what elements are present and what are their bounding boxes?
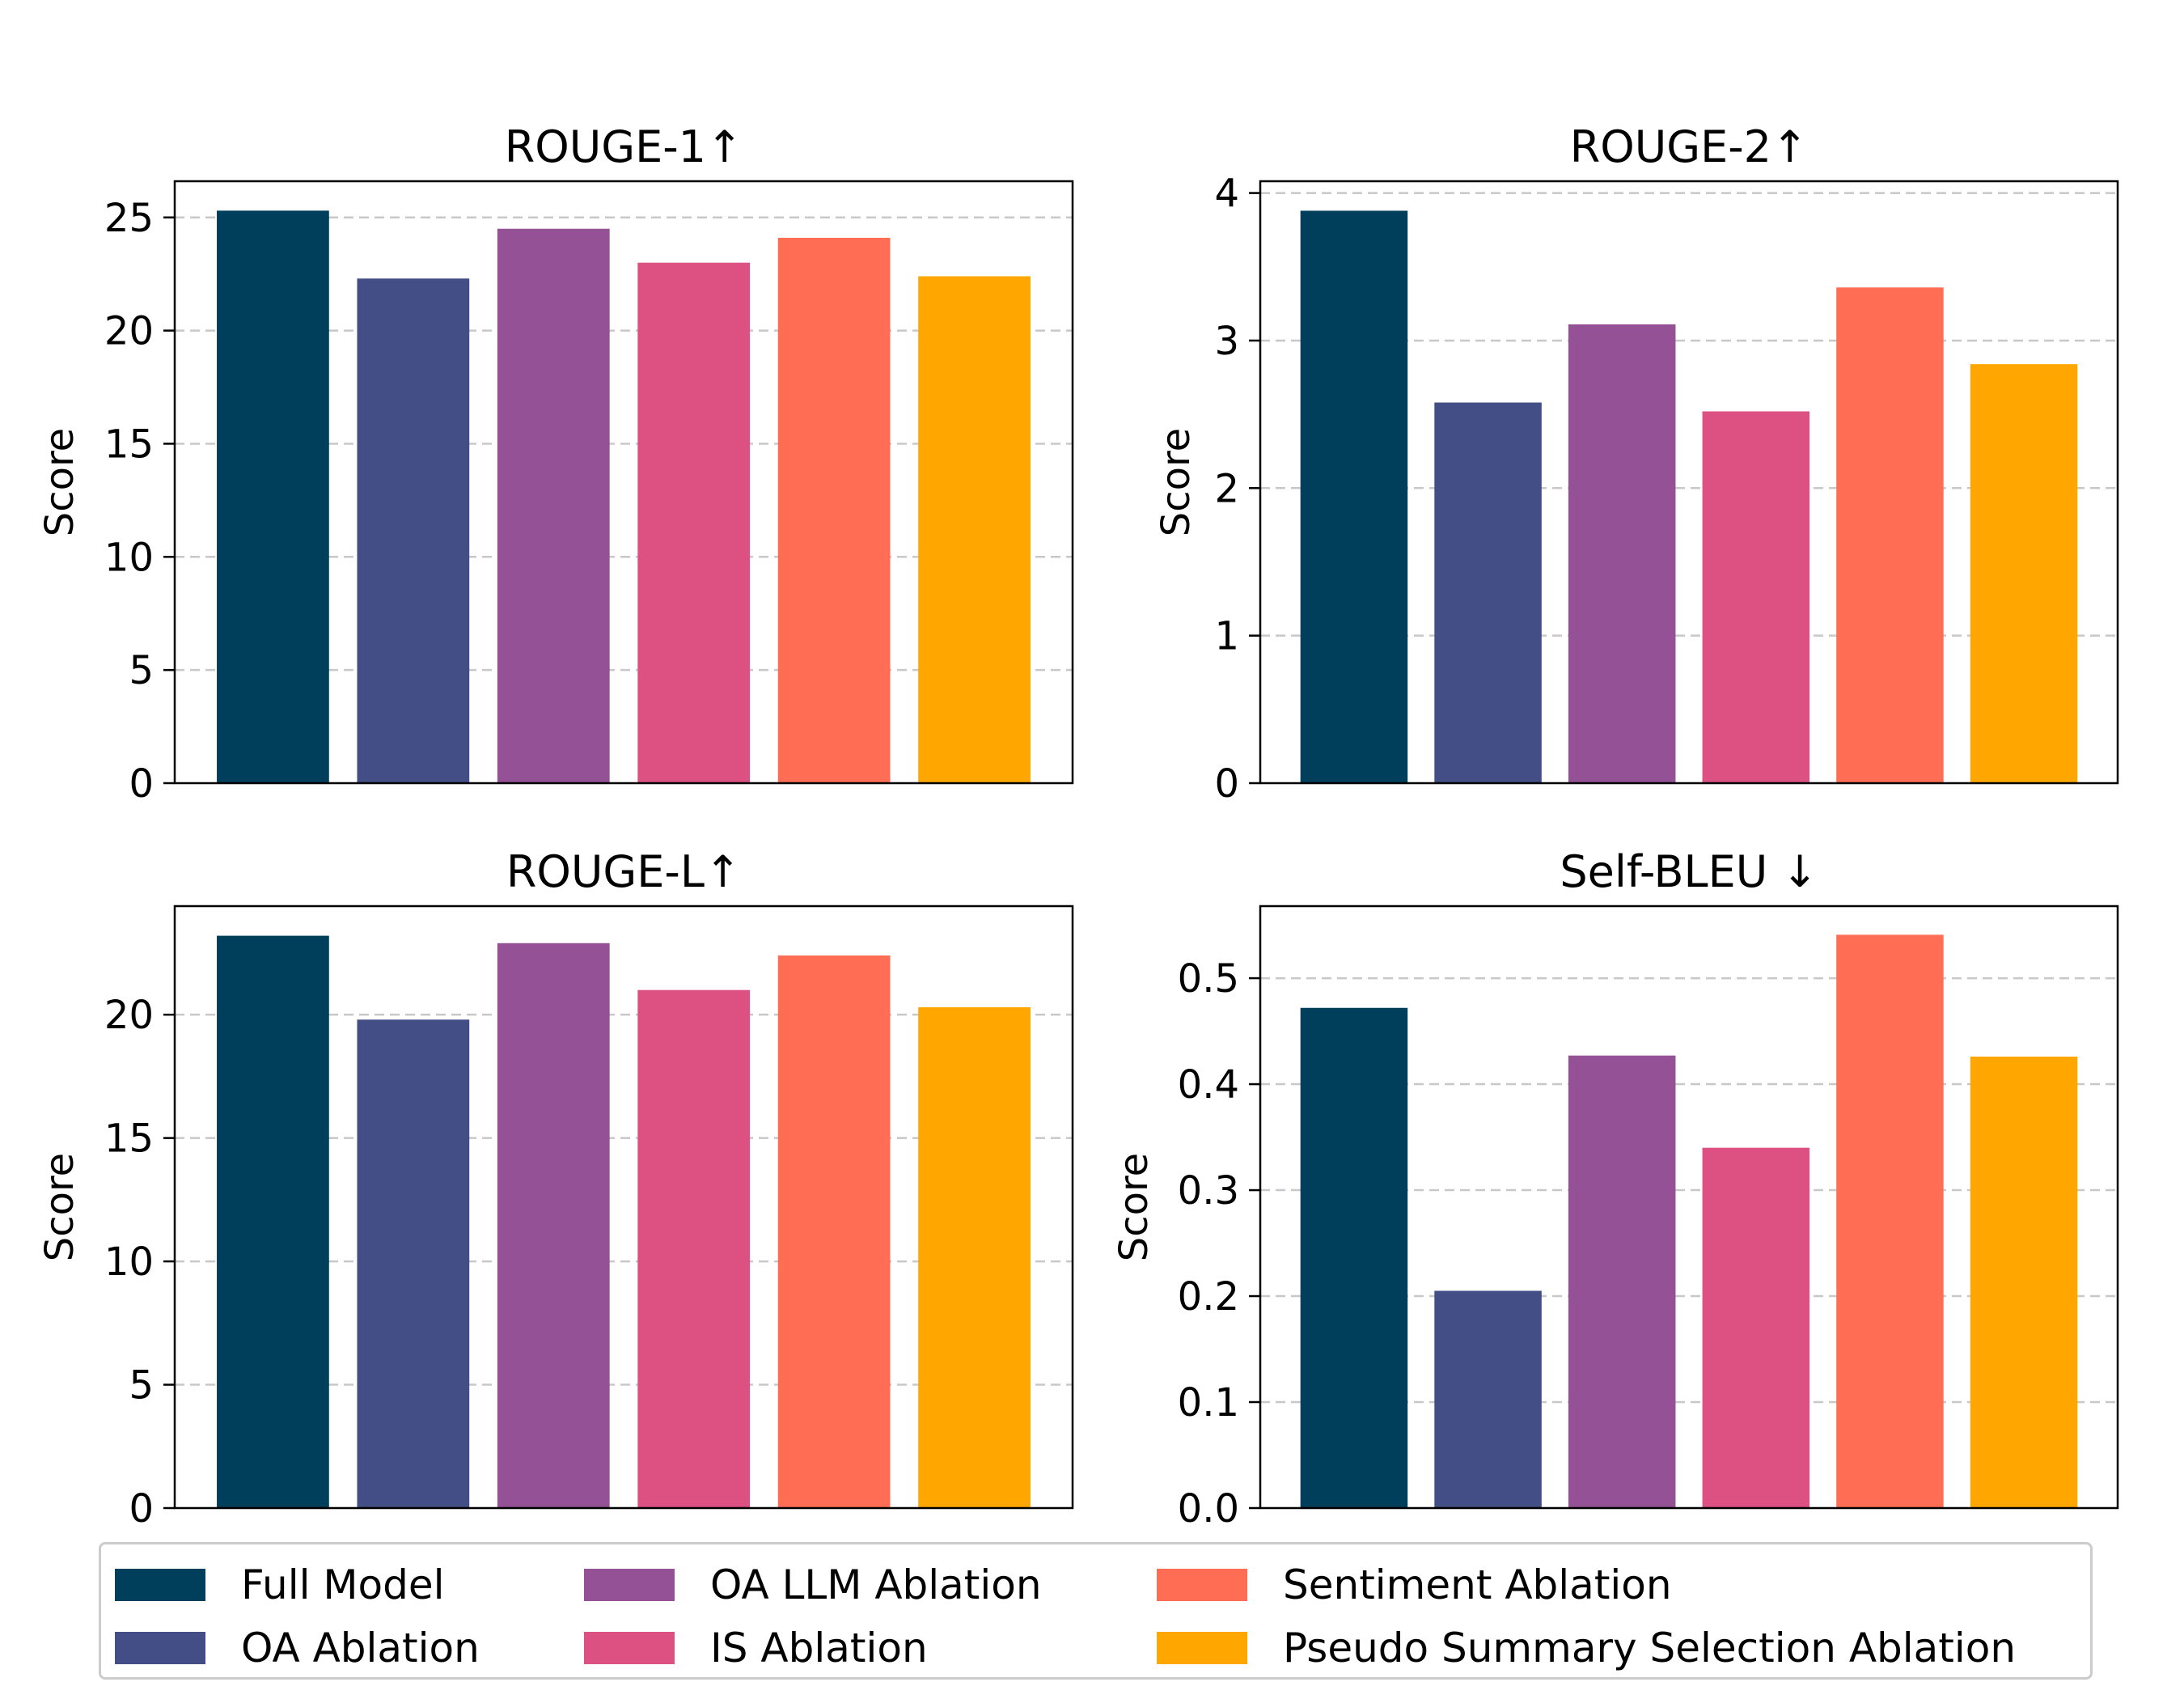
chart-panel-4: 0.0 0.1 0.2 0.3 0.4 0.5 Self-BLEU ↓ Score (1111, 846, 2119, 1532)
y-tick-label: 0.2 (1178, 1274, 1239, 1320)
legend-item-pseudo-summary-selection-ablation: Pseudo Summary Selection Ablation (1157, 1624, 2016, 1672)
plot-frame (1259, 905, 2119, 1510)
bar-sentiment-ablation (777, 237, 891, 783)
y-axis-label: Score (37, 428, 83, 536)
y-tick-label: 0.0 (1178, 1486, 1239, 1532)
y-tick-label: 0.5 (1178, 956, 1239, 1002)
bar-oa-ablation (1434, 1290, 1542, 1508)
legend-swatch (584, 1632, 675, 1664)
chart-panel-3: 0 5 10 15 20 ROUGE-L↑ Score (37, 846, 1074, 1532)
y-axis-label: Score (1111, 1153, 1157, 1261)
y-tick-label: 0.3 (1178, 1168, 1239, 1214)
chart-title: ROUGE-1↑ (505, 121, 743, 172)
bar-is-ablation (1702, 1147, 1810, 1508)
y-tick-label: 3 (1214, 319, 1239, 364)
bar-sentiment-ablation (777, 955, 891, 1508)
legend-item-sentiment-ablation: Sentiment Ablation (1157, 1561, 1672, 1609)
plot-frame (173, 905, 1074, 1510)
y-tick-label: 10 (104, 535, 154, 580)
legend-label: Pseudo Summary Selection Ablation (1283, 1625, 2017, 1671)
y-tick-label: 0 (129, 1486, 154, 1532)
legend-swatch (115, 1632, 205, 1664)
y-tick-label: 15 (104, 422, 154, 467)
legend-label: OA Ablation (241, 1625, 480, 1671)
y-tick-label: 5 (129, 1363, 154, 1409)
bar-oa-ablation (357, 1019, 470, 1508)
y-tick-label: 0 (1214, 761, 1239, 807)
bar-is-ablation (637, 262, 751, 783)
chart-panel-1: 0 5 10 15 20 25 ROUGE-1↑ Score (37, 121, 1074, 807)
y-tick-label: 20 (104, 993, 154, 1038)
bar-oa-ablation (1434, 402, 1542, 783)
y-tick-label: 2 (1214, 466, 1239, 511)
legend-item-is-ablation: IS Ablation (584, 1624, 928, 1672)
y-axis-label: Score (1153, 428, 1199, 536)
bar-oa-ablation (357, 278, 470, 783)
legend-item-oa-ablation: OA Ablation (115, 1624, 480, 1672)
y-tick-label: 0.1 (1178, 1380, 1239, 1426)
bar-full-model (1300, 210, 1408, 783)
bar-full-model (1300, 1007, 1408, 1508)
bar-sentiment-ablation (1836, 287, 1944, 783)
legend-item-oa-llm-ablation: OA LLM Ablation (584, 1561, 1042, 1609)
legend-label: Sentiment Ablation (1283, 1561, 1672, 1608)
bar-oa-llm-ablation (497, 943, 610, 1508)
legend-item-full-model: Full Model (115, 1561, 445, 1609)
y-tick-label: 15 (104, 1116, 154, 1162)
y-tick-label: 1 (1214, 614, 1239, 659)
chart-title: ROUGE-2↑ (1570, 121, 1809, 172)
figure: 0 5 10 15 20 25 ROUGE-1↑ Score 0 1 2 3 4 ROUGE-2↑ Scor… (37, 121, 2119, 1532)
legend-swatch (115, 1569, 205, 1601)
bar-is-ablation (1702, 411, 1810, 783)
bar-is-ablation (637, 989, 751, 1508)
bar-pseudo-summary-selection-ablation (918, 1007, 1031, 1508)
legend-label: IS Ablation (710, 1625, 928, 1671)
chart-title: ROUGE-L↑ (506, 846, 741, 897)
plot-frame (173, 180, 1074, 785)
y-tick-label: 10 (104, 1239, 154, 1285)
plot-frame (1259, 180, 2119, 785)
y-tick-label: 0 (129, 761, 154, 807)
legend: Full Model OA Ablation OA LLM Ablation I… (99, 1542, 2093, 1680)
y-tick-label: 5 (129, 648, 154, 693)
y-tick-label: 20 (104, 309, 154, 354)
y-tick-label: 4 (1214, 172, 1239, 217)
chart-panel-2: 0 1 2 3 4 ROUGE-2↑ Score (1153, 121, 2119, 807)
bar-pseudo-summary-selection-ablation (1970, 364, 2078, 783)
y-tick-label: 0.4 (1178, 1062, 1239, 1108)
legend-swatch (1157, 1632, 1247, 1664)
bar-pseudo-summary-selection-ablation (1970, 1057, 2078, 1508)
legend-label: Full Model (241, 1561, 445, 1608)
y-tick-label: 25 (104, 196, 154, 241)
bar-sentiment-ablation (1836, 934, 1944, 1508)
bar-full-model (217, 210, 329, 783)
legend-label: OA LLM Ablation (710, 1561, 1042, 1608)
legend-swatch (1157, 1569, 1247, 1601)
bar-oa-llm-ablation (497, 228, 610, 784)
legend-swatch (584, 1569, 675, 1601)
bar-oa-llm-ablation (1568, 324, 1676, 784)
chart-title: Self-BLEU ↓ (1560, 846, 1818, 897)
bar-pseudo-summary-selection-ablation (918, 276, 1031, 783)
y-axis-label: Score (37, 1153, 83, 1261)
bar-full-model (217, 935, 329, 1508)
bar-oa-llm-ablation (1568, 1055, 1676, 1508)
